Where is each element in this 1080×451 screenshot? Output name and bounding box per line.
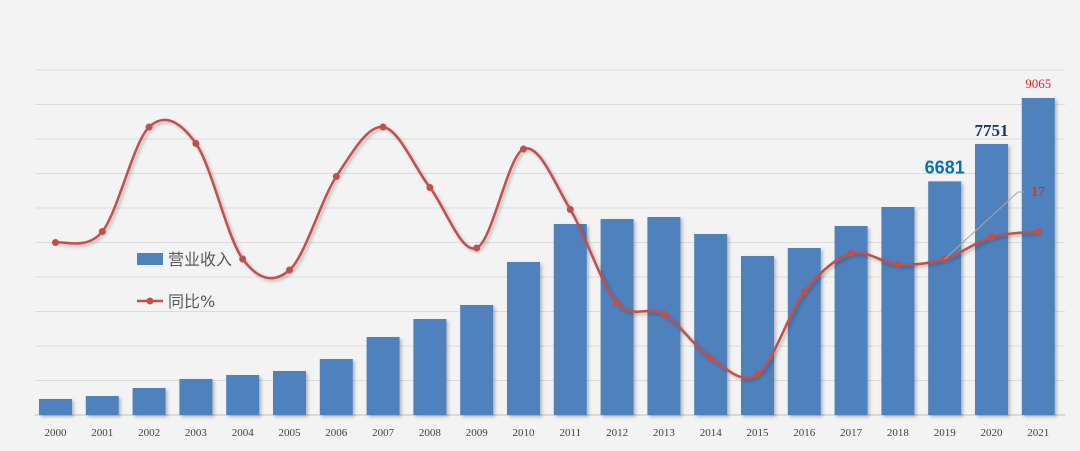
bar-2004 — [226, 374, 260, 415]
bar-2006 — [319, 359, 353, 415]
bar-2011 — [553, 223, 587, 415]
yoy-point-2000 — [52, 239, 59, 246]
legend-label-yoy: 同比% — [168, 292, 215, 311]
label-leader-line — [944, 191, 1024, 260]
x-tick-label: 2001 — [91, 427, 113, 439]
bar-2018 — [881, 207, 915, 415]
legend: 营业收入 同比% — [137, 250, 232, 311]
legend-label-revenue: 营业收入 — [168, 250, 232, 269]
x-tick-label: 2015 — [747, 427, 770, 439]
x-tick-label: 2014 — [700, 427, 723, 439]
legend-line-marker — [146, 297, 154, 305]
bar-2016 — [787, 247, 821, 415]
yoy-point-2020 — [988, 233, 995, 241]
yoy-point-2010 — [520, 145, 527, 153]
x-tick-label: 2020 — [981, 427, 1004, 439]
line-series — [52, 118, 1042, 380]
data-label-2021: 17 — [1031, 185, 1045, 200]
yoy-point-2003 — [192, 140, 200, 147]
bar-series — [39, 98, 1055, 415]
x-tick-label: 2008 — [419, 427, 442, 439]
bar-2008 — [413, 319, 447, 415]
yoy-point-2021 — [1034, 228, 1042, 235]
bar-2002 — [132, 388, 166, 415]
bar-2020 — [975, 143, 1008, 415]
x-tick-label: 2007 — [372, 427, 395, 439]
x-tick-label: 2005 — [279, 427, 302, 439]
yoy-point-2006 — [332, 173, 340, 180]
bar-2014 — [694, 233, 728, 415]
yoy-point-2012 — [613, 299, 621, 307]
x-axis: 2000 2001 2002 2003 2004 2005 2006 2007 2008 2009… — [45, 427, 1050, 439]
x-tick-label: 2021 — [1027, 427, 1049, 439]
bar-2005 — [273, 371, 306, 415]
data-label-2021: 9065 — [1025, 76, 1051, 91]
bar-2012 — [600, 218, 634, 415]
yoy-point-2002 — [145, 123, 153, 131]
x-tick-label: 2009 — [466, 427, 489, 439]
yoy-point-2014 — [707, 354, 715, 362]
bar-2015 — [741, 255, 774, 415]
bar-2009 — [460, 304, 494, 415]
data-label-2020: 7751 — [975, 121, 1009, 140]
yoy-point-2013 — [660, 310, 668, 318]
x-tick-label: 2018 — [887, 427, 910, 439]
yoy-point-2005 — [286, 266, 293, 274]
x-tick-label: 2011 — [560, 427, 582, 439]
x-tick-label: 2003 — [185, 427, 208, 439]
x-tick-label: 2010 — [513, 427, 536, 439]
x-tick-label: 2006 — [325, 427, 348, 439]
yoy-point-2007 — [379, 123, 387, 131]
data-label-2019: 6681 — [925, 157, 965, 177]
x-tick-label: 2000 — [45, 427, 68, 439]
bar-2003 — [179, 378, 213, 415]
data-labels: 6681 7751 9065 17 — [925, 76, 1051, 260]
bar-2000 — [39, 398, 72, 415]
x-tick-label: 2012 — [606, 427, 628, 439]
bar-2021 — [1021, 98, 1055, 415]
legend-bar-swatch — [137, 253, 163, 265]
bar-2010 — [507, 262, 540, 415]
bar-2007 — [366, 337, 400, 415]
yoy-point-2009 — [473, 244, 481, 252]
x-tick-label: 2016 — [793, 427, 816, 439]
x-tick-label: 2004 — [232, 427, 255, 439]
yoy-point-2015 — [754, 371, 761, 378]
x-tick-label: 2019 — [934, 427, 957, 439]
bar-2001 — [85, 396, 119, 415]
yoy-point-2016 — [800, 288, 808, 296]
x-tick-label: 2013 — [653, 427, 676, 439]
yoy-point-2018 — [894, 261, 902, 268]
yoy-point-2017 — [847, 250, 855, 257]
yoy-point-2001 — [98, 228, 106, 235]
yoy-point-2004 — [239, 255, 247, 263]
yoy-point-2011 — [566, 206, 574, 213]
yoy-point-2008 — [426, 184, 434, 191]
x-tick-label: 2017 — [840, 427, 863, 439]
x-tick-label: 2002 — [138, 427, 160, 439]
bar-2019 — [928, 181, 962, 415]
